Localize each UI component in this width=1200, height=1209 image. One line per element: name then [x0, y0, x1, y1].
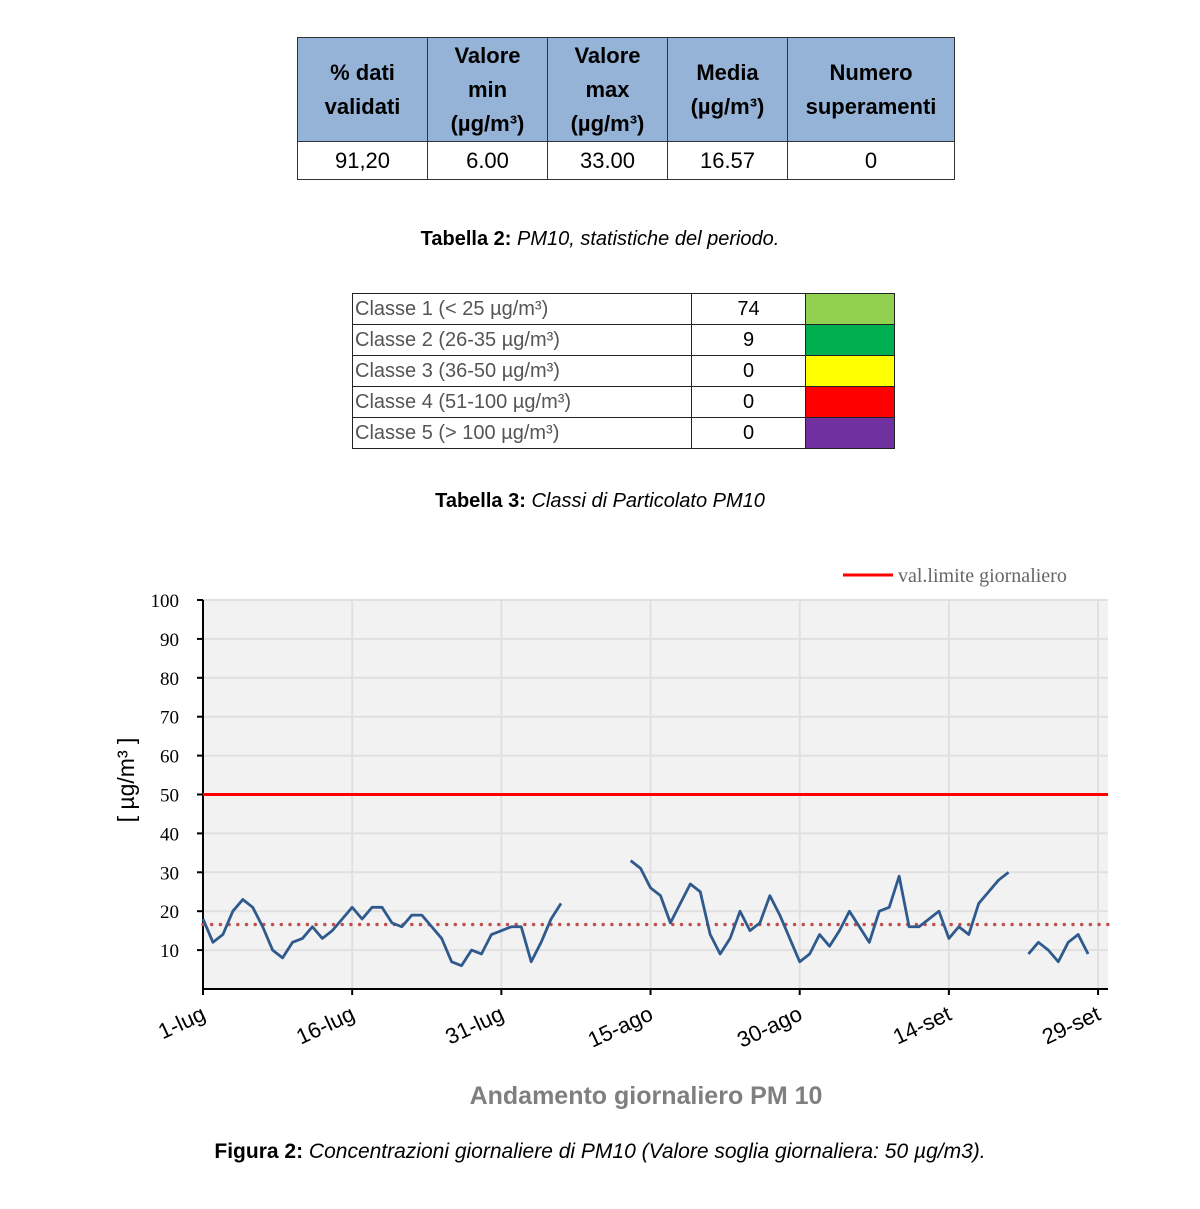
class-color-swatch [805, 417, 895, 449]
y-tick-label: 20 [160, 902, 179, 923]
class-label: Classe 5 (> 100 µg/m³) [352, 417, 692, 449]
x-tick-label: 16-lug [292, 1001, 358, 1050]
table-row: Classe 4 (51-100 µg/m³) 0 [352, 386, 895, 418]
class-color-swatch [805, 293, 895, 325]
class-count: 0 [691, 417, 806, 449]
header-text: Valore [574, 42, 641, 68]
table-cell: 6.00 [427, 141, 548, 180]
y-tick-label: 100 [151, 591, 180, 612]
y-tick-label: 40 [160, 824, 179, 845]
pm10-daily-chart: 10 20 30 40 50 60 70 80 90 100 1-lug 16-lug 31-lug 15… [113, 565, 1110, 1110]
column-header: % dati validati [297, 37, 428, 142]
class-color-swatch [805, 324, 895, 356]
legend-label: val.limite giornaliero [898, 565, 1067, 587]
header-text: (µg/m³) [450, 110, 525, 136]
class-count: 9 [691, 324, 806, 356]
table-cell: 91,20 [297, 141, 428, 180]
y-tick-label: 50 [160, 786, 179, 807]
caption-label: Figura 2: [214, 1140, 304, 1163]
class-color-swatch [805, 386, 895, 418]
caption-text: Concentrazioni giornaliere di PM10 (Valo… [308, 1140, 986, 1163]
table2-caption: Tabella 2: PM10, statistiche del periodo… [0, 228, 1200, 251]
table3-caption: Tabella 3: Classi di Particolato PM10 [0, 490, 1200, 513]
pm10-classes-table: Classe 1 (< 25 µg/m³) 74 Classe 2 (26-35 µ… [352, 293, 895, 449]
table-row: Classe 2 (26-35 µg/m³) 9 [352, 324, 895, 356]
x-tick-label: 29-set [1038, 1001, 1104, 1050]
y-tick-label: 10 [160, 941, 179, 962]
column-header: Numero superamenti [787, 37, 955, 142]
caption-label: Tabella 2: [420, 228, 512, 250]
class-count: 0 [691, 386, 806, 418]
class-label: Classe 2 (26-35 µg/m³) [352, 324, 692, 356]
header-text: (µg/m³) [570, 110, 645, 136]
column-header: Media (µg/m³) [667, 37, 788, 142]
y-tick-label: 80 [160, 669, 179, 690]
header-text: Valore [454, 42, 521, 68]
header-text: % dati [330, 59, 395, 85]
table-cell: 16.57 [667, 141, 788, 180]
table-row: Classe 5 (> 100 µg/m³) 0 [352, 417, 895, 449]
column-header: Valore max (µg/m³) [547, 37, 668, 142]
table-row: Classe 1 (< 25 µg/m³) 74 [352, 293, 895, 325]
x-tick-label: 30-ago [733, 1001, 806, 1053]
class-label: Classe 1 (< 25 µg/m³) [352, 293, 692, 325]
y-axis-label: [ µg/m³ ] [113, 738, 139, 823]
class-count: 0 [691, 355, 806, 387]
class-color-swatch [805, 355, 895, 387]
class-label: Classe 4 (51-100 µg/m³) [352, 386, 692, 418]
x-tick-label: 15-ago [584, 1001, 657, 1053]
header-text: min [467, 76, 508, 102]
x-tick-label: 1-lug [154, 1001, 209, 1044]
y-tick-label: 90 [160, 630, 179, 651]
header-text: Numero [829, 59, 913, 85]
chart-title: Andamento giornaliero PM 10 [470, 1082, 823, 1110]
header-text: validati [324, 93, 401, 119]
figure-caption: Figura 2: Concentrazioni giornaliere di … [0, 1140, 1200, 1164]
table-cell: 0 [787, 141, 955, 180]
header-text: superamenti [805, 93, 937, 119]
pm10-statistics-table: % dati validati Valore min (µg/m³) Valore max (… [297, 37, 955, 180]
class-count: 74 [691, 293, 806, 325]
table-cell: 33.00 [547, 141, 668, 180]
caption-text: PM10, statistiche del periodo. [516, 228, 780, 250]
x-tick-label: 14-set [889, 1001, 955, 1050]
y-tick-label: 60 [160, 747, 179, 768]
table-row: Classe 3 (36-50 µg/m³) 0 [352, 355, 895, 387]
column-header: Valore min (µg/m³) [427, 37, 548, 142]
y-tick-label: 70 [160, 708, 179, 729]
caption-label: Tabella 3: [435, 490, 526, 512]
caption-text: Classi di Particolato PM10 [531, 490, 765, 512]
header-text: (µg/m³) [690, 93, 765, 119]
header-text: max [585, 76, 630, 102]
header-text: Media [696, 59, 759, 85]
x-tick-label: 31-lug [441, 1001, 507, 1050]
class-label: Classe 3 (36-50 µg/m³) [352, 355, 692, 387]
y-tick-label: 30 [160, 863, 179, 884]
